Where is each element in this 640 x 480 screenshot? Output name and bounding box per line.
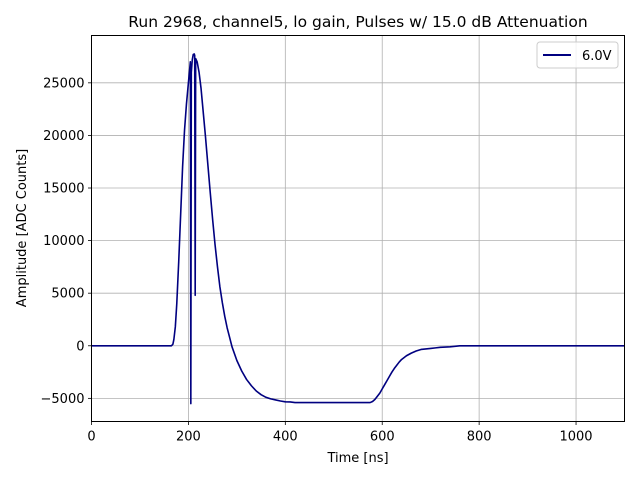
x-tick-label: 800 (467, 430, 492, 445)
x-axis-label: Time [ns] (326, 451, 388, 466)
y-tick-label: 20000 (43, 129, 84, 144)
axis-ticks: 0 200 400 600 800 1000 −5000 0 5000 10000 15000 200… (41, 76, 593, 444)
series-line (91, 53, 625, 405)
x-tick-label: 600 (370, 430, 395, 445)
grid-lines (91, 35, 625, 422)
x-tick-label: 200 (176, 430, 201, 445)
x-tick-label: 400 (273, 430, 298, 445)
y-tick-label: 10000 (43, 234, 84, 249)
chart-title: Run 2968, channel5, lo gain, Pulses w/ 1… (128, 13, 587, 31)
legend-box (536, 41, 619, 69)
y-tick-label: 0 (76, 339, 84, 354)
x-tick-label: 0 (87, 430, 95, 445)
plot-series (91, 53, 625, 405)
y-tick-label: 5000 (51, 287, 84, 302)
axes-frame (91, 35, 625, 422)
y-tick-label: 25000 (43, 76, 84, 91)
y-tick-label: 15000 (43, 182, 84, 197)
legend-label: 6.0V (582, 49, 612, 64)
x-tick-label: 1000 (559, 430, 592, 445)
y-axis-label: Amplitude [ADC Counts] (15, 149, 30, 307)
legend: 6.0V (536, 41, 619, 69)
y-tick-label: −5000 (41, 392, 85, 407)
